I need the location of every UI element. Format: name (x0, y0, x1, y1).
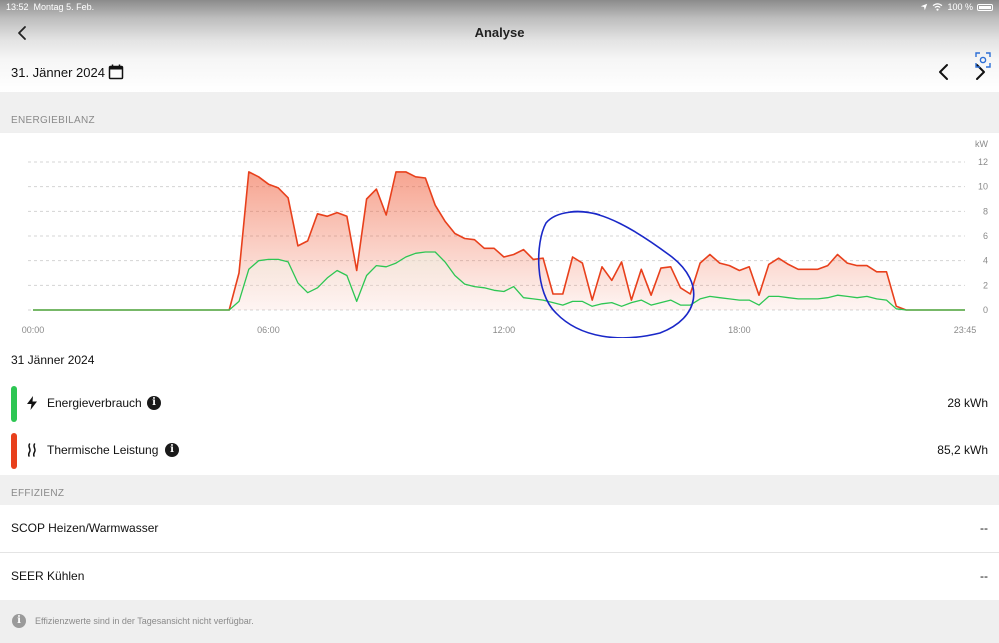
footnote-text: Effizienzwerte sind in der Tagesansicht … (35, 616, 254, 626)
energy-area (33, 252, 965, 310)
hand-drawn-annotation (537, 210, 695, 338)
energy-chart[interactable]: 0 2 4 6 8 10 12 00:00 06:00 12:00 18:00 23:45 kW (0, 133, 999, 338)
efficiency-header: EFFIZIENZ (0, 475, 999, 505)
y-tick-label: 0 (983, 305, 988, 315)
thermal-label: Thermische Leistung (47, 443, 159, 457)
efficiency-row-scop: SCOP Heizen/Warmwasser -- (0, 505, 999, 552)
y-tick-label: 6 (983, 231, 988, 241)
scan-icon[interactable] (975, 52, 991, 68)
seer-value: -- (980, 569, 988, 583)
date-selector-row: 31. Jänner 2024 (0, 56, 999, 90)
info-icon[interactable]: i (165, 443, 179, 457)
thermal-series-line (33, 171, 965, 311)
energy-balance-title: ENERGIEBILANZ (11, 115, 95, 126)
calendar-icon[interactable] (108, 64, 124, 80)
scop-label: SCOP Heizen/Warmwasser (11, 521, 159, 535)
y-tick-label: 4 (983, 256, 988, 266)
efficiency-title: EFFIZIENZ (11, 488, 65, 499)
energy-color-bar (11, 386, 17, 422)
status-date: Montag 5. Feb. (33, 2, 95, 12)
legend-row-thermal[interactable]: Thermische Leistung i 85,2 kWh (0, 431, 999, 471)
back-button[interactable] (14, 24, 32, 42)
page-title: Analyse (474, 25, 525, 40)
previous-day-button[interactable] (936, 63, 952, 81)
status-time-date: 13:52 Montag 5. Feb. (6, 2, 94, 12)
x-tick-label: 12:00 (493, 325, 516, 335)
bolt-icon (27, 396, 37, 410)
legend-row-energy[interactable]: Energieverbrauch i 28 kWh (0, 384, 999, 424)
thermal-value: 85,2 kWh (937, 443, 988, 457)
energy-chart-card: 0 2 4 6 8 10 12 00:00 06:00 12:00 18:00 23:45 kW 3… (0, 133, 999, 475)
thermal-area (33, 171, 965, 310)
y-tick-label: 2 (983, 280, 988, 290)
x-tick-label: 18:00 (728, 325, 751, 335)
y-tick-label: 8 (983, 206, 988, 216)
energy-series-line (33, 251, 965, 311)
x-tick-label: 06:00 (257, 325, 280, 335)
x-tick-label: 00:00 (22, 325, 45, 335)
thermal-color-bar (11, 433, 17, 469)
battery-percent: 100 % (947, 2, 973, 12)
seer-label: SEER Kühlen (11, 569, 85, 583)
info-icon: i (12, 614, 26, 628)
x-tick-label: 23:45 (954, 325, 977, 335)
energy-label: Energieverbrauch (47, 396, 142, 410)
status-time: 13:52 (6, 2, 29, 12)
y-tick-label: 12 (978, 157, 988, 167)
status-right: 100 % (920, 2, 993, 12)
status-bar: 13:52 Montag 5. Feb. 100 % (0, 0, 999, 14)
energy-value: 28 kWh (947, 396, 988, 410)
divider (0, 552, 999, 553)
location-icon (921, 3, 928, 11)
efficiency-footnote: i Effizienzwerte sind in der Tagesansich… (0, 600, 999, 643)
y-axis-unit: kW (975, 139, 989, 149)
scop-value: -- (980, 521, 988, 535)
heat-icon (27, 443, 36, 457)
y-tick-label: 10 (978, 182, 988, 192)
info-icon[interactable]: i (147, 396, 161, 410)
navigation-bar (0, 0, 999, 92)
wifi-icon (933, 3, 943, 11)
efficiency-row-seer: SEER Kühlen -- (0, 553, 999, 600)
energy-balance-header: ENERGIEBILANZ (0, 92, 999, 132)
selected-date[interactable]: 31. Jänner 2024 (11, 65, 105, 80)
battery-icon (977, 3, 993, 11)
day-label: 31 Jänner 2024 (11, 353, 95, 367)
